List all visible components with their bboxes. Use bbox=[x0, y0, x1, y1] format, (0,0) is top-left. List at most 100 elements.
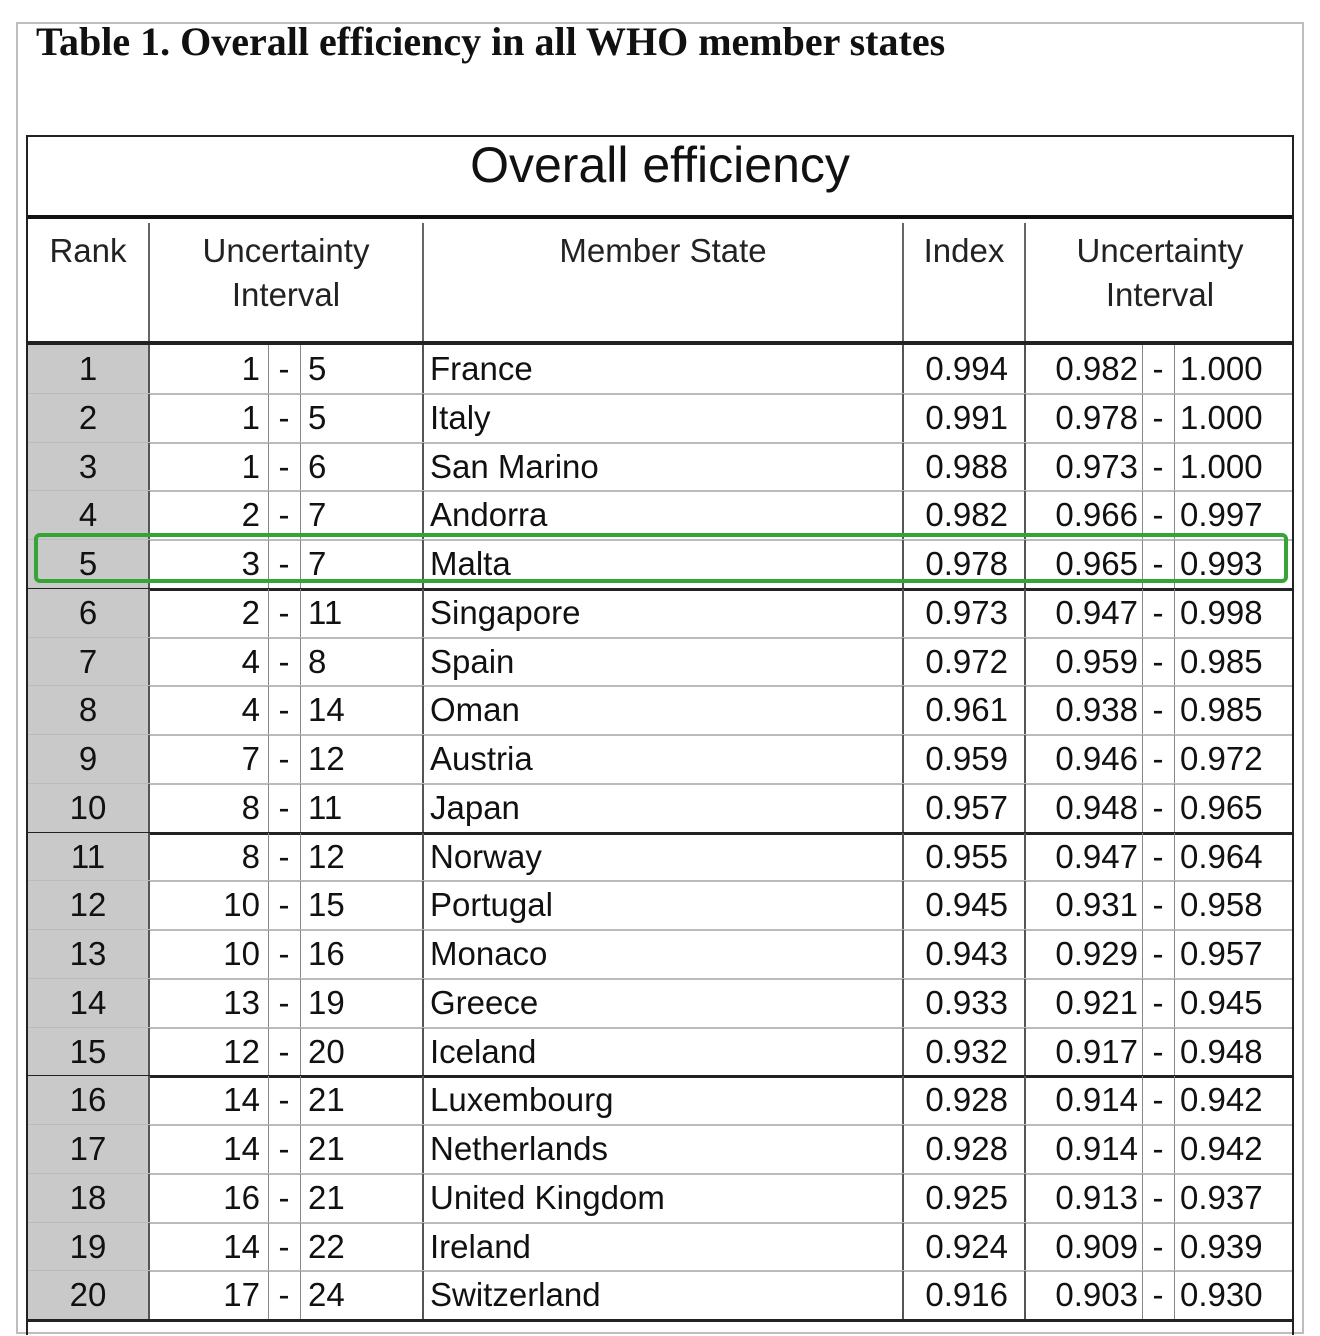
column-divider bbox=[1024, 442, 1026, 491]
rank-interval-low: 14 bbox=[223, 1227, 260, 1265]
index-interval-high: 0.942 bbox=[1180, 1081, 1263, 1119]
index-interval-dash: - bbox=[1152, 350, 1164, 387]
column-divider bbox=[902, 1271, 904, 1320]
efficiency-index: 0.991 bbox=[925, 398, 1008, 436]
column-divider bbox=[902, 686, 904, 735]
member-state-name: United Kingdom bbox=[430, 1178, 665, 1216]
column-divider bbox=[422, 442, 424, 491]
index-interval-high: 0.945 bbox=[1180, 983, 1263, 1021]
column-divider bbox=[902, 491, 904, 540]
column-divider bbox=[422, 540, 424, 588]
rank-interval-high: 21 bbox=[308, 1178, 345, 1216]
table-row: 9 7-12 Austria 0.959 0.946-0.972 bbox=[28, 735, 1292, 783]
row-divider bbox=[28, 587, 1292, 591]
column-divider bbox=[1174, 978, 1175, 1027]
rank-interval-low: 2 bbox=[241, 593, 260, 631]
rank-cell: 17 bbox=[28, 1125, 148, 1173]
column-divider bbox=[1024, 735, 1026, 783]
column-divider bbox=[148, 588, 150, 637]
column-divider bbox=[422, 1076, 424, 1125]
row-divider bbox=[28, 977, 1292, 980]
column-divider bbox=[1174, 1125, 1175, 1173]
efficiency-index: 0.994 bbox=[925, 350, 1008, 387]
index-interval-high: 0.948 bbox=[1180, 1032, 1263, 1070]
column-divider bbox=[1024, 491, 1026, 540]
column-divider bbox=[422, 1271, 424, 1320]
rank-cell: 11 bbox=[28, 832, 148, 881]
column-divider bbox=[422, 881, 424, 930]
member-state-name: Switzerland bbox=[430, 1276, 601, 1314]
column-divider bbox=[1142, 540, 1143, 588]
rank-interval-dash: - bbox=[278, 788, 290, 826]
rank-interval-low: 1 bbox=[241, 447, 260, 485]
column-divider bbox=[1142, 686, 1143, 735]
rank-interval-high: 8 bbox=[308, 642, 327, 680]
column-divider bbox=[148, 1027, 150, 1076]
index-interval-high: 0.958 bbox=[1180, 886, 1263, 924]
index-interval-low: 0.914 bbox=[1055, 1130, 1138, 1167]
column-divider bbox=[300, 978, 301, 1027]
rank-cell: 8 bbox=[28, 686, 148, 735]
row-divider bbox=[28, 880, 1292, 883]
index-interval-low: 0.938 bbox=[1055, 691, 1138, 729]
column-divider bbox=[1174, 735, 1175, 783]
rank-interval-dash: - bbox=[278, 935, 290, 972]
member-state-name: France bbox=[430, 350, 533, 387]
row-divider bbox=[28, 1172, 1292, 1175]
column-divider bbox=[1142, 345, 1143, 393]
rank-interval-high: 22 bbox=[308, 1227, 345, 1265]
rank-interval-low: 3 bbox=[241, 545, 260, 582]
column-divider bbox=[300, 1222, 301, 1271]
column-divider bbox=[268, 345, 269, 393]
index-interval-dash: - bbox=[1152, 983, 1164, 1021]
row-divider bbox=[28, 1221, 1292, 1224]
column-divider bbox=[1142, 1125, 1143, 1173]
row-divider bbox=[28, 685, 1292, 688]
column-divider bbox=[1024, 978, 1026, 1027]
rank-interval-low: 17 bbox=[223, 1276, 260, 1314]
member-state-name: Iceland bbox=[430, 1032, 537, 1070]
row-divider bbox=[28, 490, 1292, 493]
column-divider bbox=[1142, 588, 1143, 637]
column-divider bbox=[1024, 686, 1026, 735]
column-divider bbox=[148, 1173, 150, 1222]
rank-interval-high: 19 bbox=[308, 983, 345, 1021]
column-divider bbox=[1024, 345, 1026, 393]
index-interval-low: 0.959 bbox=[1055, 642, 1138, 680]
column-divider bbox=[1142, 1271, 1143, 1320]
column-divider bbox=[300, 393, 301, 442]
member-state-name: Andorra bbox=[430, 496, 548, 534]
column-divider bbox=[148, 1125, 150, 1173]
member-state-name: Norway bbox=[430, 837, 542, 875]
index-interval-dash: - bbox=[1152, 1178, 1164, 1216]
index-interval-dash: - bbox=[1152, 740, 1164, 777]
rank-interval-high: 14 bbox=[308, 691, 345, 729]
column-divider bbox=[902, 881, 904, 930]
rank-interval-low: 14 bbox=[223, 1130, 260, 1167]
table-caption: Table 1. Overall efficiency in all WHO m… bbox=[36, 19, 946, 64]
index-interval-high: 0.930 bbox=[1180, 1276, 1263, 1314]
column-divider bbox=[902, 1027, 904, 1076]
row-divider bbox=[28, 636, 1292, 639]
column-divider bbox=[268, 686, 269, 735]
rank-interval-dash: - bbox=[278, 496, 290, 534]
column-divider bbox=[422, 735, 424, 783]
column-divider bbox=[268, 1076, 269, 1125]
rank-interval-low: 1 bbox=[241, 398, 260, 436]
index-interval-low: 0.909 bbox=[1055, 1227, 1138, 1265]
rank-cell: 4 bbox=[28, 491, 148, 540]
index-interval-high: 0.939 bbox=[1180, 1227, 1263, 1265]
rank-interval-low: 7 bbox=[241, 740, 260, 777]
column-divider bbox=[300, 832, 301, 881]
index-interval-low: 0.973 bbox=[1055, 447, 1138, 485]
table-row: 11 8-12 Norway 0.955 0.947-0.964 bbox=[28, 832, 1292, 881]
header-index-uncertainty: Uncertainty Interval bbox=[1026, 223, 1294, 343]
table-row: 17 14-21 Netherlands 0.928 0.914-0.942 bbox=[28, 1125, 1292, 1173]
rank-interval-low: 1 bbox=[241, 350, 260, 387]
rank-interval-low: 12 bbox=[223, 1032, 260, 1070]
index-interval-dash: - bbox=[1152, 691, 1164, 729]
index-interval-high: 1.000 bbox=[1180, 447, 1263, 485]
column-divider bbox=[268, 442, 269, 491]
column-divider bbox=[1024, 1076, 1026, 1125]
column-divider bbox=[300, 442, 301, 491]
